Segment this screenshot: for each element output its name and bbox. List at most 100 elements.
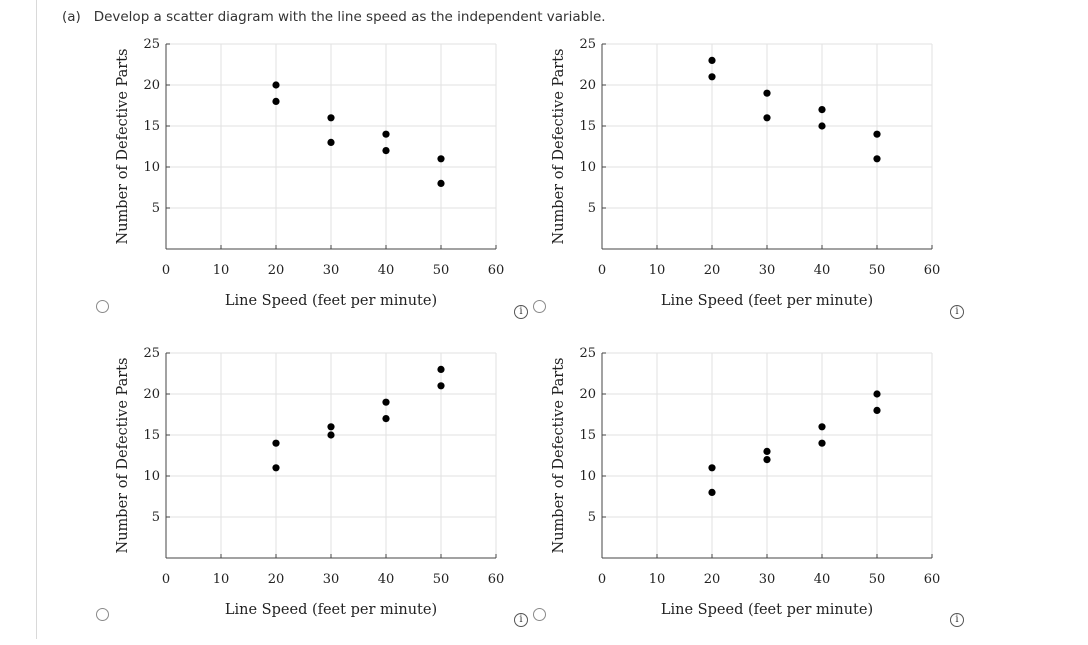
x-tick-label: 60: [488, 263, 505, 278]
x-tick-label: 10: [213, 572, 230, 587]
info-icon-option-2[interactable]: i: [950, 305, 964, 319]
y-tick-label: 25: [579, 37, 596, 52]
y-axis-label: Number of Defective Parts: [115, 49, 131, 245]
x-tick-label: 40: [378, 572, 395, 587]
radio-option-1[interactable]: [96, 300, 109, 313]
data-point: [763, 456, 771, 464]
y-tick-label: 20: [143, 387, 160, 402]
radio-option-4[interactable]: [533, 608, 546, 621]
x-axis-label: Line Speed (feet per minute): [225, 602, 437, 618]
x-tick-label: 40: [378, 263, 395, 278]
radio-option-2[interactable]: [533, 300, 546, 313]
info-icon-option-1[interactable]: i: [514, 305, 528, 319]
y-tick-label: 5: [588, 201, 596, 216]
x-tick-label: 0: [162, 572, 170, 587]
x-tick-label: 20: [268, 572, 285, 587]
question-prompt: Develop a scatter diagram with the line …: [93, 9, 606, 25]
x-tick-label: 40: [814, 263, 831, 278]
y-axis-label: Number of Defective Parts: [115, 358, 131, 554]
y-tick-label: 5: [152, 510, 160, 525]
y-tick-label: 10: [143, 469, 160, 484]
scatter-chart-option-3: 0 10 20 30 40 50 60 5 10 15 20 25 Line Speed (feet p…: [115, 346, 505, 618]
x-tick-label: 0: [598, 263, 606, 278]
data-point: [437, 382, 445, 390]
data-point: [708, 56, 716, 64]
data-point: [437, 365, 445, 373]
data-point: [873, 130, 881, 138]
data-point: [708, 73, 716, 81]
y-tick-label: 20: [579, 78, 596, 93]
y-tick-label: 15: [143, 428, 160, 443]
x-tick-label: 30: [759, 572, 776, 587]
question-label: (a): [62, 9, 81, 25]
data-point: [272, 464, 280, 472]
info-icon-option-4[interactable]: i: [950, 613, 964, 627]
y-tick-label: 15: [579, 428, 596, 443]
data-point: [708, 464, 716, 472]
scatter-chart-option-1: 0 10 20 30 40 50 60 5 10 15 20 25 Line Speed (feet p…: [115, 37, 505, 309]
data-point: [272, 81, 280, 89]
x-tick-label: 50: [433, 263, 450, 278]
scatter-chart-option-4: 0 10 20 30 40 50 60 5 10 15 20 25 Line Speed (feet p…: [551, 346, 941, 618]
x-tick-label: 60: [924, 263, 941, 278]
x-tick-label: 10: [649, 263, 666, 278]
x-tick-label: 50: [869, 572, 886, 587]
data-point: [382, 398, 390, 406]
data-point: [382, 147, 390, 155]
data-point: [708, 488, 716, 496]
y-tick-label: 15: [143, 119, 160, 134]
x-tick-label: 10: [213, 263, 230, 278]
x-tick-label: 60: [488, 572, 505, 587]
data-point: [327, 431, 335, 439]
data-point: [272, 97, 280, 105]
x-tick-label: 40: [814, 572, 831, 587]
radio-option-3[interactable]: [96, 608, 109, 621]
data-point: [272, 439, 280, 447]
x-axis-label: Line Speed (feet per minute): [225, 293, 437, 309]
data-point: [818, 106, 826, 114]
y-tick-label: 10: [579, 160, 596, 175]
data-point: [818, 122, 826, 130]
y-tick-label: 25: [143, 37, 160, 52]
data-point: [873, 406, 881, 414]
y-tick-label: 5: [588, 510, 596, 525]
data-point: [382, 130, 390, 138]
y-tick-label: 20: [579, 387, 596, 402]
y-axis-label: Number of Defective Parts: [551, 358, 567, 554]
x-tick-label: 30: [323, 263, 340, 278]
x-tick-label: 20: [268, 263, 285, 278]
x-tick-label: 0: [162, 263, 170, 278]
x-tick-label: 20: [704, 572, 721, 587]
y-tick-label: 10: [579, 469, 596, 484]
data-point: [437, 179, 445, 187]
x-tick-label: 0: [598, 572, 606, 587]
info-icon-option-3[interactable]: i: [514, 613, 528, 627]
data-point: [763, 447, 771, 455]
data-point: [437, 155, 445, 163]
scatter-chart-option-2: 0 10 20 30 40 50 60 5 10 15 20 25 Line Speed (feet p…: [551, 37, 941, 309]
y-axis-label: Number of Defective Parts: [551, 49, 567, 245]
y-tick-label: 25: [579, 346, 596, 361]
data-point: [327, 423, 335, 431]
question-text: (a) Develop a scatter diagram with the l…: [62, 9, 606, 25]
x-tick-label: 20: [704, 263, 721, 278]
data-point: [327, 138, 335, 146]
x-tick-label: 60: [924, 572, 941, 587]
data-point: [382, 415, 390, 423]
y-tick-label: 25: [143, 346, 160, 361]
y-tick-label: 10: [143, 160, 160, 175]
x-tick-label: 30: [323, 572, 340, 587]
data-point: [873, 390, 881, 398]
x-tick-label: 10: [649, 572, 666, 587]
data-point: [818, 423, 826, 431]
y-tick-label: 5: [152, 201, 160, 216]
data-point: [763, 89, 771, 97]
data-point: [873, 155, 881, 163]
x-axis-label: Line Speed (feet per minute): [661, 293, 873, 309]
data-point: [763, 114, 771, 122]
x-tick-label: 50: [433, 572, 450, 587]
x-tick-label: 30: [759, 263, 776, 278]
x-axis-label: Line Speed (feet per minute): [661, 602, 873, 618]
y-tick-label: 15: [579, 119, 596, 134]
y-tick-label: 20: [143, 78, 160, 93]
